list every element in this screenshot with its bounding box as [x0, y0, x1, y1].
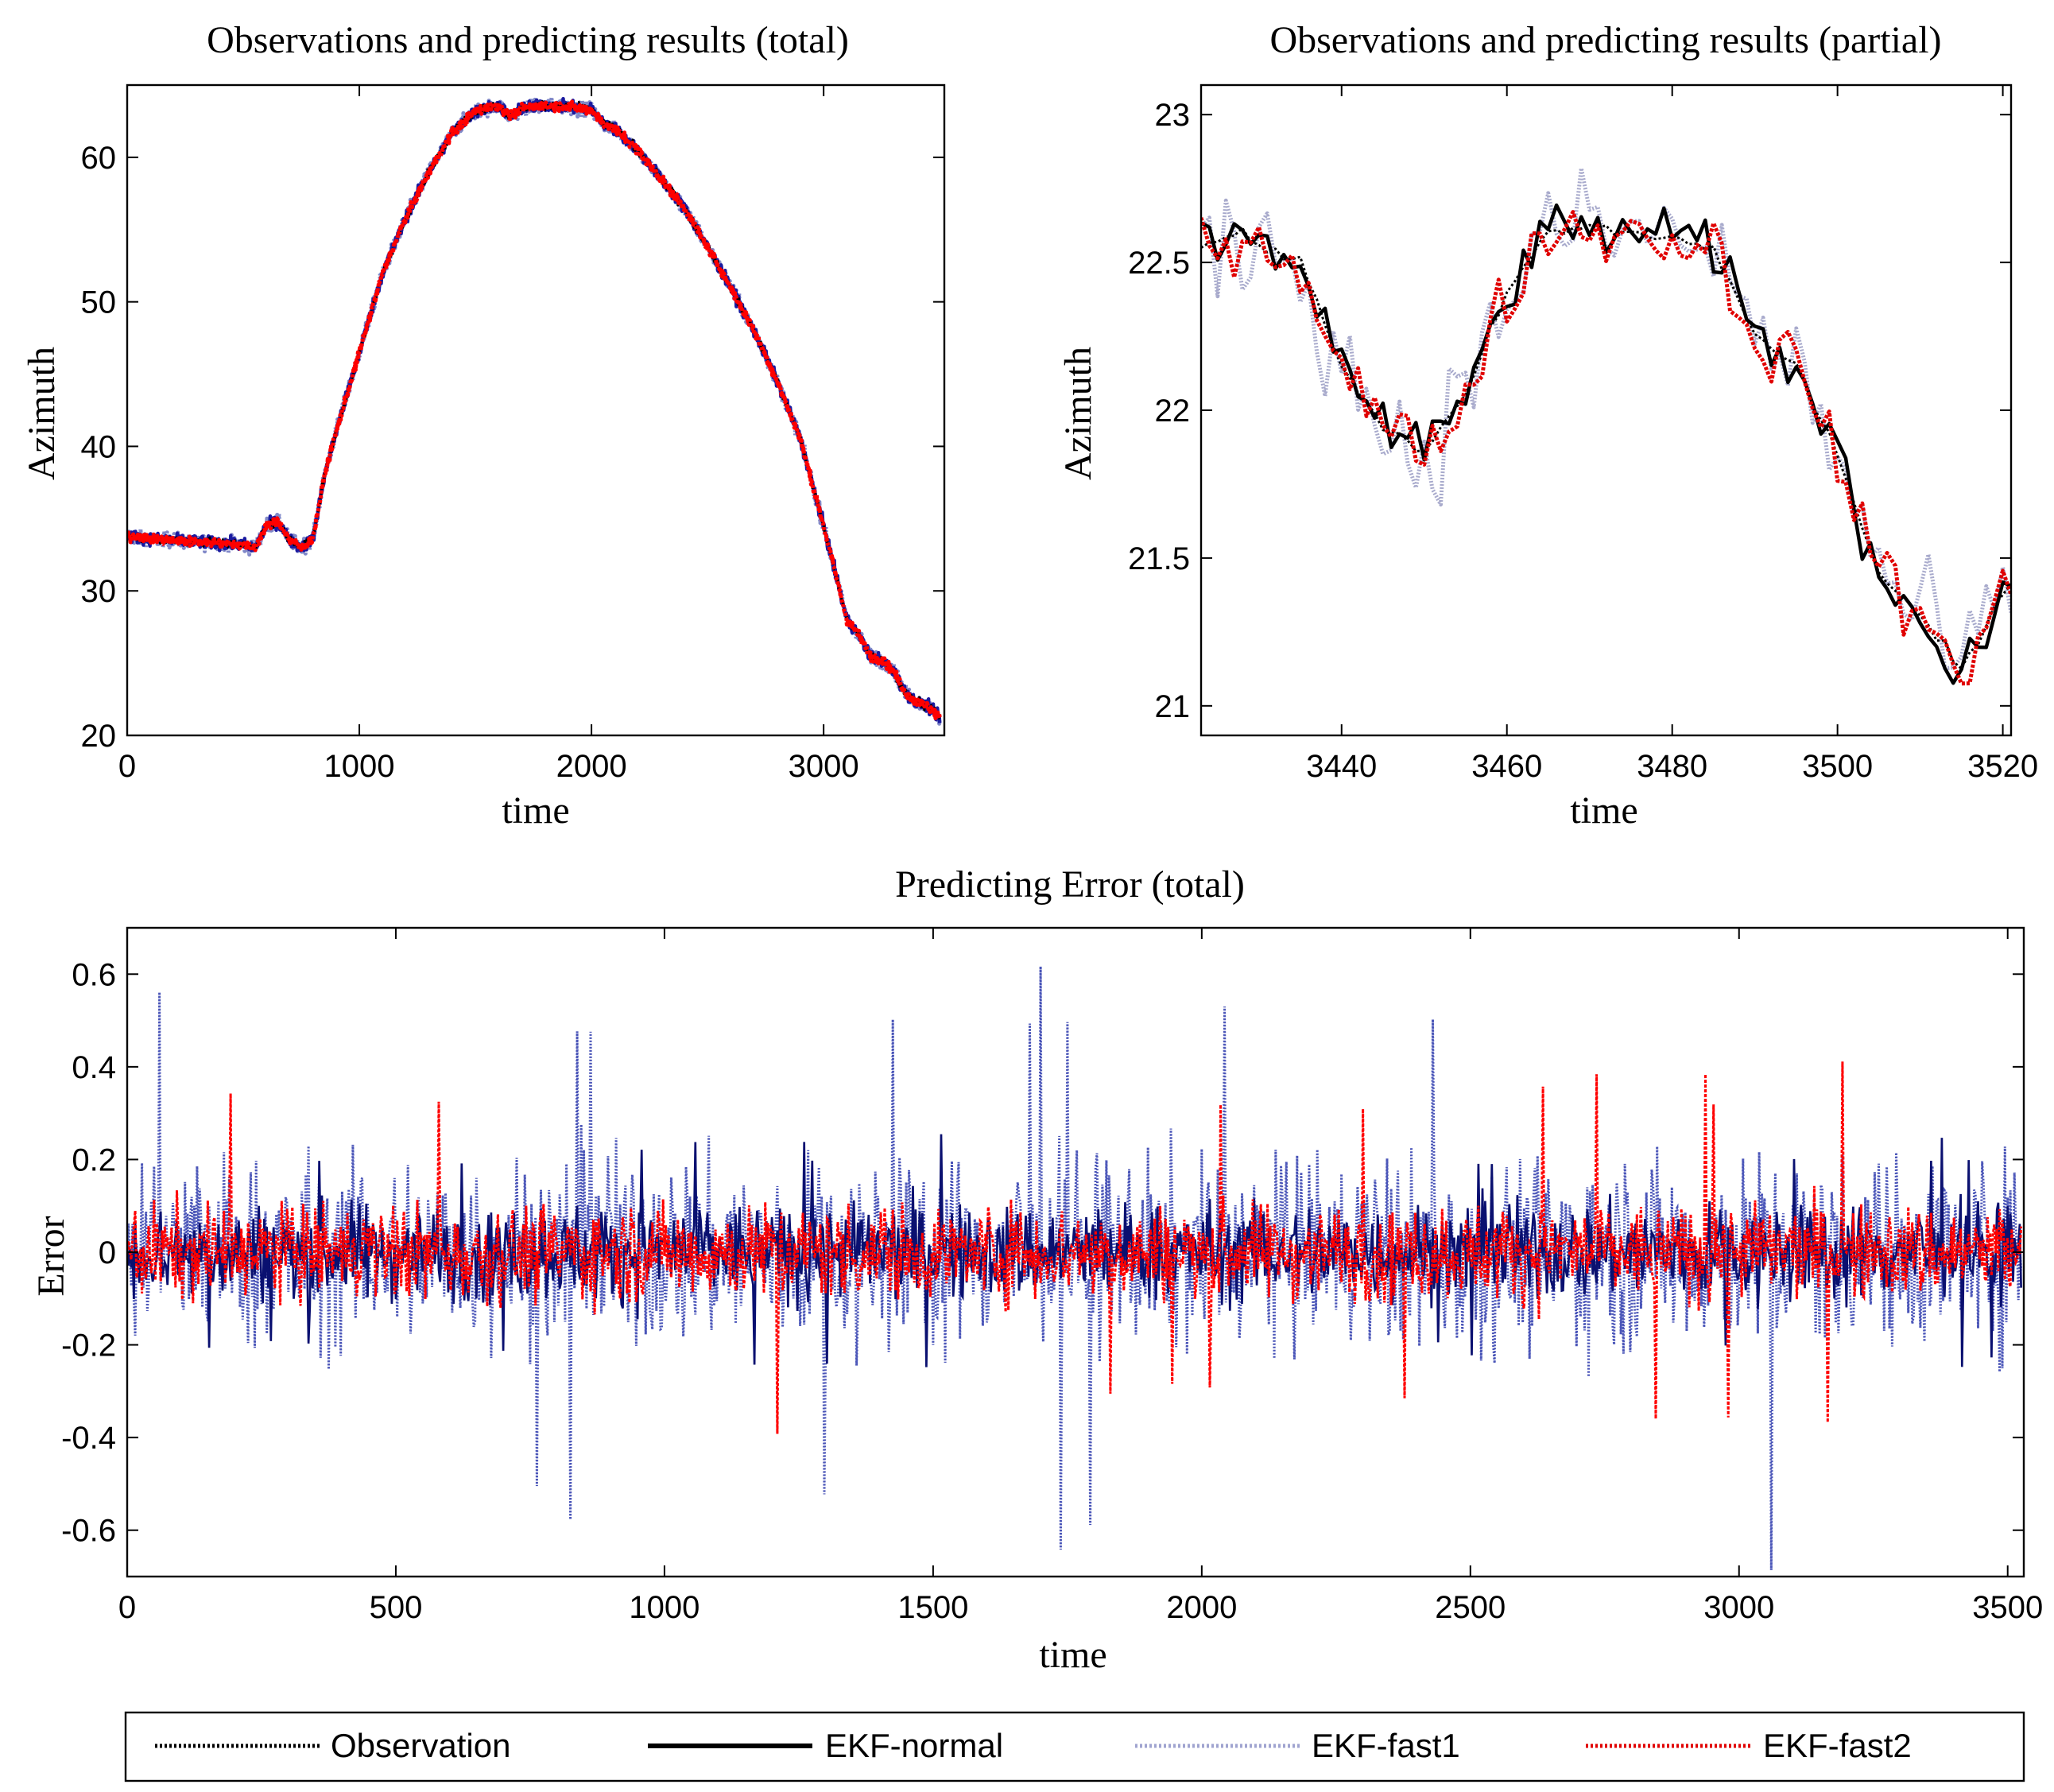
series-line-partial-observation — [1201, 223, 2011, 670]
panel-predicting-error: Predicting Error (total) Error time 0 500… — [30, 863, 2043, 1676]
panel-partial-azimuth: Observations and predicting results (par… — [1057, 19, 2038, 832]
y-tick-label-partial-23: 23 — [1155, 98, 1191, 133]
y-tick-label-error--0-4: -0.4 — [61, 1421, 116, 1456]
x-tick-label-partial-3500: 3500 — [1802, 749, 1873, 784]
series-line-total-ekf-fast1 — [127, 95, 942, 726]
x-tick-label-error-3000: 3000 — [1703, 1590, 1774, 1625]
x-axis-label-error: time — [1039, 1634, 1106, 1676]
axis-frame-partial — [1199, 83, 2013, 737]
x-tick-label-total-3000: 3000 — [789, 749, 859, 784]
legend-label-ekf-fast2: EKF-fast2 — [1763, 1727, 1912, 1764]
x-tick-label-error-3500: 3500 — [1972, 1590, 2043, 1625]
x-tick-label-error-2500: 2500 — [1435, 1590, 1506, 1625]
y-tick-label-total-50: 50 — [81, 285, 117, 320]
y-tick-label-error-0-4: 0.4 — [72, 1050, 116, 1085]
y-axis-label-error: Error — [30, 1216, 72, 1296]
x-tick-label-partial-3440: 3440 — [1306, 749, 1377, 784]
x-tick-label-error-2000: 2000 — [1166, 1590, 1237, 1625]
y-tick-label-partial-21: 21 — [1155, 689, 1191, 724]
axis-frame-error — [126, 926, 2025, 1578]
panel-total-azimuth: Observations and predicting results (tot… — [21, 19, 946, 832]
y-tick-label-total-20: 20 — [81, 719, 117, 754]
x-tick-label-partial-3480: 3480 — [1637, 749, 1707, 784]
y-tick-label-error-0-2: 0.2 — [72, 1142, 116, 1177]
chart-title-total: Observations and predicting results (tot… — [207, 19, 849, 61]
x-tick-label-partial-3460: 3460 — [1471, 749, 1542, 784]
y-tick-label-total-30: 30 — [81, 574, 117, 609]
series-line-total-observation — [127, 99, 941, 720]
legend: Observation EKF-normal EKF-fast1 EKF-fas… — [124, 1711, 2025, 1782]
series-line-total-ekf-fast2 — [127, 99, 942, 721]
chart-title-error: Predicting Error (total) — [895, 863, 1245, 906]
x-tick-label-error-500: 500 — [370, 1590, 423, 1625]
plot-area-total — [127, 95, 942, 726]
axis-ticks-error: 0 500 1000 1500 2000 2500 3000 3500 -0.6 -0.4 -0.2… — [61, 928, 2043, 1625]
axis-frame-total — [126, 83, 946, 737]
axis-ticks-total: 0 1000 2000 3000 20 30 40 50 60 — [81, 85, 944, 784]
axis-ticks-partial: 3440 3460 3480 3500 3520 21 21.5 22 22.5 23 — [1128, 85, 2038, 784]
x-tick-label-error-0: 0 — [118, 1590, 136, 1625]
legend-label-ekf-fast1: EKF-fast1 — [1312, 1727, 1460, 1764]
y-tick-label-partial-22: 22 — [1155, 394, 1191, 429]
x-axis-label-partial: time — [1570, 789, 1637, 832]
series-line-total-ekf-normal — [127, 96, 942, 723]
y-tick-label-total-40: 40 — [81, 429, 117, 464]
series-line-partial-ekf-fast2 — [1201, 210, 2011, 686]
plot-area-error — [127, 966, 2023, 1570]
plot-area-partial — [1201, 166, 2011, 686]
y-tick-label-error--0-6: -0.6 — [61, 1514, 116, 1549]
x-tick-label-partial-3520: 3520 — [1967, 749, 2038, 784]
legend-label-ekf-normal: EKF-normal — [825, 1727, 1003, 1764]
y-tick-label-error-0-6: 0.6 — [72, 957, 116, 992]
x-tick-label-total-0: 0 — [118, 749, 136, 784]
x-tick-label-total-2000: 2000 — [556, 749, 627, 784]
y-tick-label-partial-21-5: 21.5 — [1128, 541, 1190, 576]
legend-label-observation: Observation — [331, 1727, 510, 1764]
y-axis-label-partial: Azimuth — [1057, 347, 1099, 480]
y-axis-label-total: Azimuth — [21, 347, 63, 480]
y-tick-label-error--0-2: -0.2 — [61, 1328, 116, 1363]
x-tick-label-total-1000: 1000 — [324, 749, 395, 784]
x-axis-label-total: time — [502, 789, 569, 832]
series-line-partial-ekf-fast1 — [1201, 166, 2011, 671]
x-tick-label-error-1500: 1500 — [897, 1590, 968, 1625]
series-line-error-ekf-fast2 — [127, 1061, 2023, 1434]
x-tick-label-error-1000: 1000 — [629, 1590, 700, 1625]
chart-title-partial: Observations and predicting results (par… — [1269, 19, 1941, 61]
series-line-partial-ekf-normal — [1201, 203, 2011, 685]
y-tick-label-error-0: 0 — [99, 1235, 116, 1270]
y-tick-label-partial-22-5: 22.5 — [1128, 246, 1190, 281]
y-tick-label-total-60: 60 — [81, 141, 117, 176]
